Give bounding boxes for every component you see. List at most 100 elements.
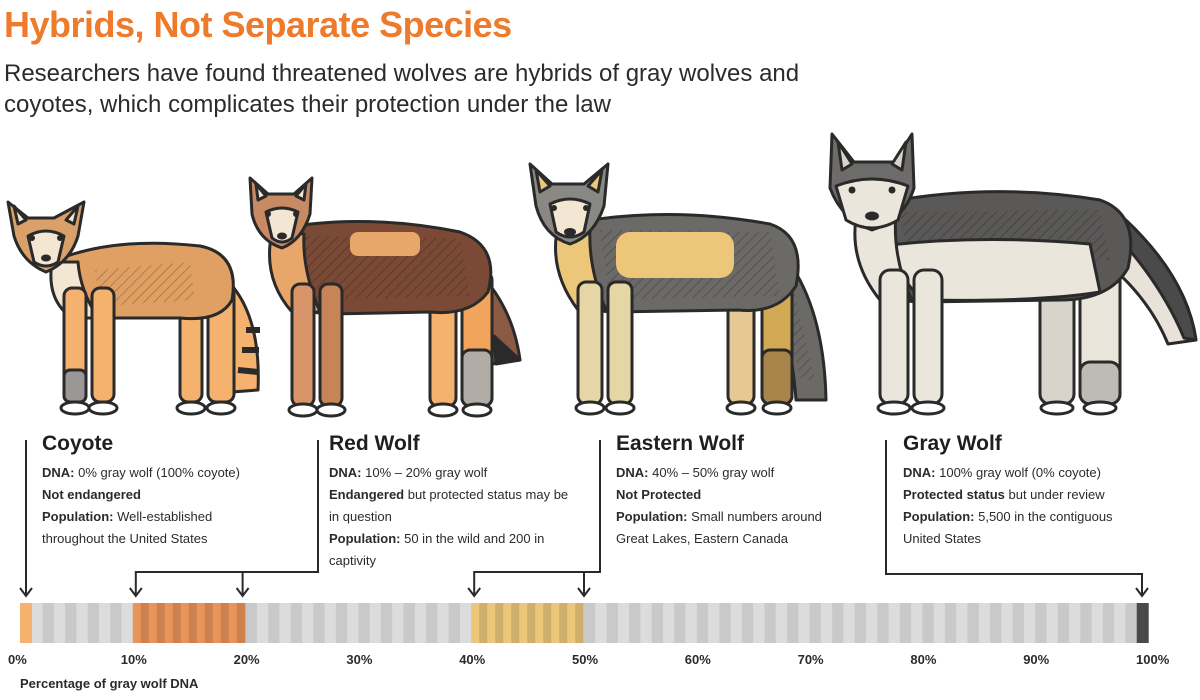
down-arrow-icon <box>129 587 143 598</box>
bar-stripe <box>741 603 754 643</box>
range-stripe <box>140 603 149 643</box>
dna-bar <box>20 603 1149 643</box>
bar-stripe <box>764 603 776 643</box>
down-arrow-icon <box>577 587 591 598</box>
bar-stripe <box>448 603 460 643</box>
tick-label: 30% <box>346 652 373 667</box>
bar-stripe <box>1012 603 1024 643</box>
tick-label: 100% <box>1136 652 1170 667</box>
range-0 <box>20 603 32 643</box>
tick-label: 60% <box>684 652 711 667</box>
down-arrow-icon <box>1135 587 1149 598</box>
bar-stripe <box>245 603 257 643</box>
coyote-illustration <box>6 200 260 416</box>
bar-stripe <box>110 603 122 643</box>
connectors <box>19 440 1149 598</box>
range-stripe <box>479 603 488 643</box>
species-block-eastern-wolf: Eastern Wolf DNA: 40% – 50% gray wolf No… <box>616 432 846 550</box>
bar-stripe <box>403 603 415 643</box>
population-line: Population: Small numbers around Great L… <box>616 509 822 546</box>
connector-eastern-wolf <box>473 440 601 596</box>
bar-stripe <box>1057 603 1070 643</box>
bar-stripe <box>584 603 596 643</box>
species-name: Red Wolf <box>329 432 420 455</box>
page-subtitle: Researchers have found threatened wolves… <box>4 60 800 118</box>
bar-stripe <box>899 603 912 643</box>
range-3 <box>1136 603 1149 643</box>
species-block-gray-wolf: Gray Wolf DNA: 100% gray wolf (0% coyote… <box>903 432 1143 550</box>
down-arrow-icon <box>19 587 33 598</box>
bar-stripe <box>380 603 393 643</box>
down-arrow-icon <box>467 587 482 598</box>
status-line: Not Protected <box>616 487 702 502</box>
bar-stripe <box>606 603 618 643</box>
range-stripe <box>527 603 536 643</box>
bar-stripe <box>922 603 934 643</box>
bar-stripe <box>313 603 325 643</box>
down-arrow-icon <box>235 587 250 598</box>
bar-stripe <box>87 603 99 643</box>
tick-label: 70% <box>797 652 824 667</box>
bar-stripe <box>1102 603 1115 643</box>
bar-stripe <box>358 603 370 643</box>
gray-wolf-illustration <box>828 132 1198 416</box>
range-2 <box>471 603 584 643</box>
species-name: Gray Wolf <box>903 432 1002 455</box>
species-name: Eastern Wolf <box>616 432 744 455</box>
bar-stripe <box>65 603 77 643</box>
species-name: Coyote <box>42 432 114 455</box>
population-line: Population: 50 in the wild and 200 in ca… <box>329 531 545 568</box>
range-stripe <box>172 603 181 643</box>
status-line: Protected status but under review <box>903 487 1105 502</box>
tick-label: 0% <box>8 652 27 667</box>
bar-stripe <box>426 603 438 643</box>
status-line: Endangered but protected status may be i… <box>329 487 569 524</box>
dna-line: DNA: 40% – 50% gray wolf <box>616 465 775 480</box>
axis-label: Percentage of gray wolf DNA <box>20 676 199 691</box>
bar-stripe <box>629 603 641 643</box>
dna-line: DNA: 100% gray wolf (0% coyote) <box>903 465 1101 480</box>
bar-stripe <box>787 603 799 643</box>
bar-stripe <box>854 603 866 643</box>
bar-stripe <box>268 603 280 643</box>
range-stripe <box>495 603 504 643</box>
connector-gray-wolf <box>885 440 1143 596</box>
range-stripe <box>575 603 584 643</box>
red-wolf-illustration <box>248 176 522 418</box>
bar-stripe <box>674 603 686 643</box>
status-line: Not endangered <box>42 487 141 502</box>
bar-stripe <box>651 603 663 643</box>
bar-stripe <box>42 603 54 643</box>
dna-line: DNA: 0% gray wolf (100% coyote) <box>42 465 240 480</box>
bar-stripe <box>696 603 709 643</box>
connector-red-wolf <box>134 440 319 596</box>
bar-stripe <box>1080 603 1092 643</box>
bar-stripe <box>1035 603 1047 643</box>
bar-stripe <box>809 603 821 643</box>
bar-stripe <box>967 603 979 643</box>
species-block-red-wolf: Red Wolf DNA: 10% – 20% gray wolf Endang… <box>329 432 579 572</box>
bar-stripe <box>719 603 731 643</box>
population-line: Population: Well-established throughout … <box>42 509 213 546</box>
range-stripe <box>204 603 213 643</box>
bar-stripe <box>877 603 889 643</box>
tick-label: 20% <box>233 652 260 667</box>
bar-stripe <box>290 603 302 643</box>
range-stripe <box>236 603 245 643</box>
species-block-coyote: Coyote DNA: 0% gray wolf (100% coyote) N… <box>42 432 272 550</box>
page-title: Hybrids, Not Separate Species <box>4 4 512 45</box>
tick-label: 40% <box>459 652 486 667</box>
bar-stripe <box>944 603 957 643</box>
tick-label: 10% <box>120 652 147 667</box>
range-stripe <box>156 603 165 643</box>
tick-label: 50% <box>572 652 599 667</box>
tick-label: 90% <box>1023 652 1050 667</box>
range-stripe <box>220 603 229 643</box>
dna-line: DNA: 10% – 20% gray wolf <box>329 465 488 480</box>
tick-label: 80% <box>910 652 937 667</box>
bar-stripe <box>832 603 844 643</box>
bar-stripe <box>1125 603 1137 643</box>
range-stripe <box>511 603 520 643</box>
range-stripe <box>543 603 552 643</box>
